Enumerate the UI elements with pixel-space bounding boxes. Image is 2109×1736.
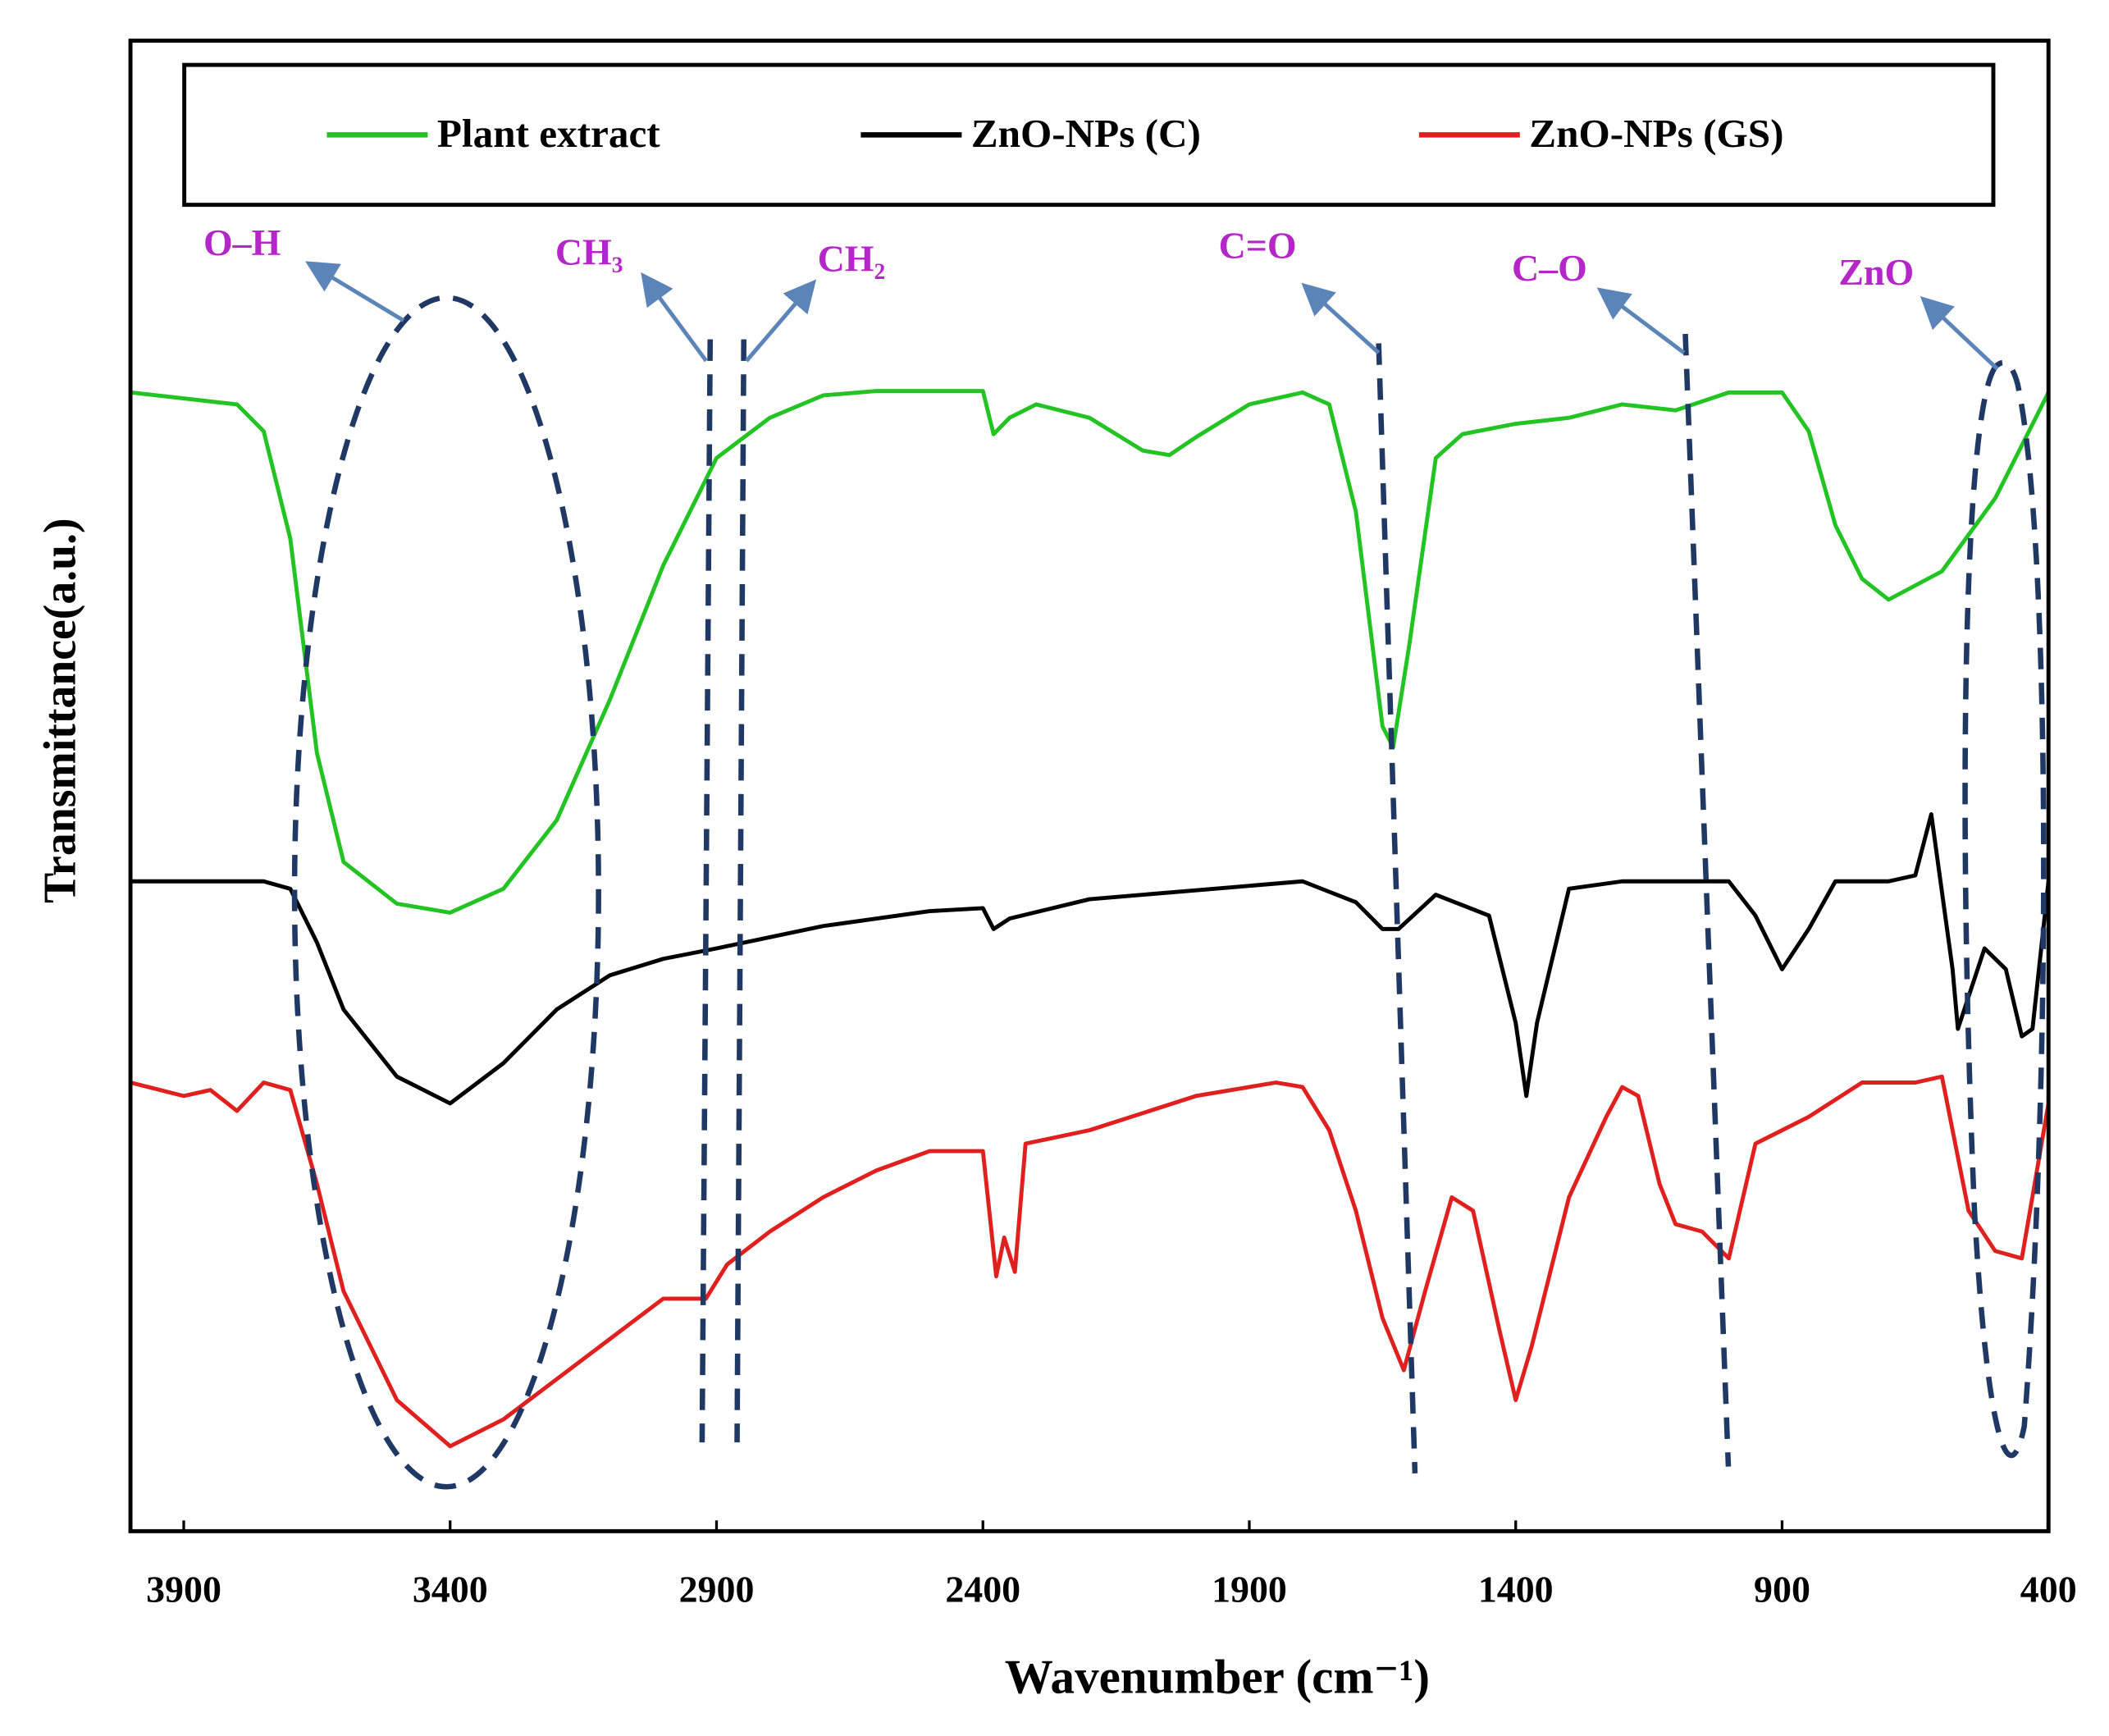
oh-ellipse bbox=[291, 295, 601, 1490]
x-tick-label: 1900 bbox=[1212, 1568, 1287, 1610]
arrow bbox=[1301, 282, 1381, 354]
x-tick-label: 2900 bbox=[679, 1568, 755, 1610]
annotation: O–H bbox=[203, 222, 281, 263]
arrow bbox=[745, 279, 817, 363]
co-double-line bbox=[1376, 343, 1418, 1473]
legend: Plant extract ZnO-NPs (C) ZnO-NPs (GS) bbox=[326, 111, 1783, 156]
series-line bbox=[130, 1074, 2051, 1449]
ch3-line bbox=[699, 339, 714, 1443]
annotation-shapes bbox=[291, 261, 2047, 1490]
x-axis-label: Wavenumber (cm⁻¹) bbox=[1005, 1650, 1430, 1704]
series-line bbox=[130, 812, 2051, 1106]
x-tick-label: 3400 bbox=[413, 1568, 488, 1610]
annotation: CH₃ bbox=[555, 231, 623, 272]
y-axis-label: Transmittance(a.u.) bbox=[35, 518, 86, 903]
series-line bbox=[130, 389, 2051, 915]
annotation: ZnO bbox=[1838, 251, 1914, 293]
arrow bbox=[641, 272, 708, 363]
zno-ellipse bbox=[1962, 359, 2047, 1459]
co-single-line bbox=[1682, 333, 1732, 1467]
legend-label: ZnO-NPs (GS) bbox=[1529, 111, 1783, 156]
arrow bbox=[1596, 287, 1686, 354]
x-tick-label: 3900 bbox=[146, 1568, 221, 1610]
arrow bbox=[304, 261, 405, 322]
x-tick-label: 900 bbox=[1754, 1568, 1810, 1610]
x-tick-label: 1400 bbox=[1478, 1568, 1554, 1610]
legend-box bbox=[182, 62, 1996, 208]
annotation: C=O bbox=[1219, 224, 1297, 266]
annotation: CH₂ bbox=[818, 238, 886, 280]
x-tick-label: 2400 bbox=[945, 1568, 1020, 1610]
legend-label: Plant extract bbox=[437, 111, 660, 156]
plot-frame bbox=[128, 39, 2051, 1533]
legend-label: ZnO-NPs (C) bbox=[971, 111, 1201, 156]
x-tick-label: 400 bbox=[2020, 1568, 2077, 1610]
arrow bbox=[1920, 295, 1999, 371]
annotation: C–O bbox=[1512, 247, 1587, 289]
plot-area bbox=[130, 389, 2051, 1449]
ch2-line bbox=[734, 339, 747, 1443]
